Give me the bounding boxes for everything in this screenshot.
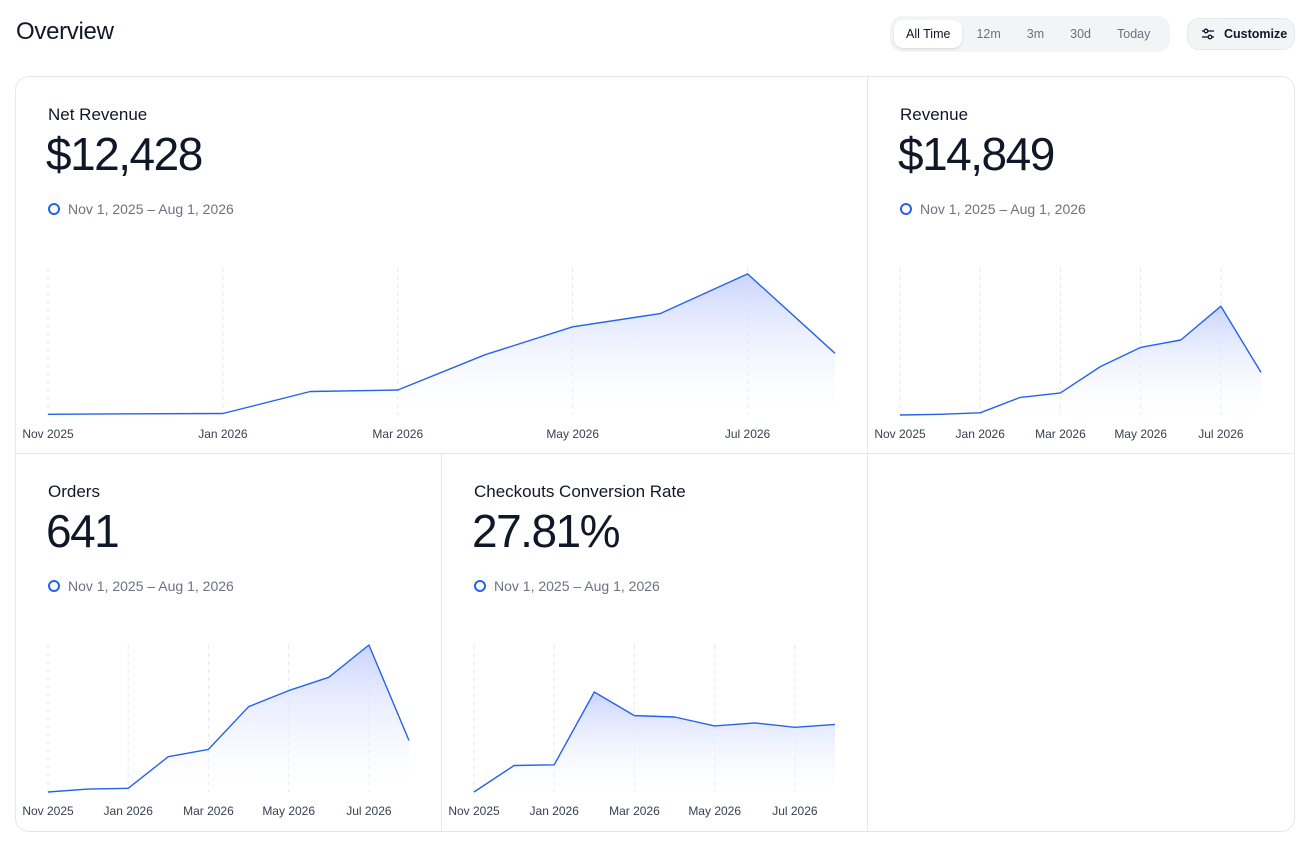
series-dot-icon [900,203,912,215]
tab-30d[interactable]: 30d [1070,27,1092,41]
divider [16,453,1294,454]
series-dot-icon [48,203,60,215]
widget-title: Checkouts Conversion Rate [474,482,686,501]
customize-label: Customize [1224,27,1288,41]
date-range: Nov 1, 2025 – Aug 1, 2026 [900,201,1086,217]
customize-button[interactable]: Customize [1187,18,1295,50]
tab-all-time[interactable]: All Time [894,20,963,48]
widget-value: $14,849 [898,128,1055,180]
divider [867,77,868,831]
date-range-label: Nov 1, 2025 – Aug 1, 2026 [68,201,234,217]
divider [441,454,442,831]
date-range: Nov 1, 2025 – Aug 1, 2026 [48,578,234,594]
date-range-label: Nov 1, 2025 – Aug 1, 2026 [494,578,660,594]
tab-12m[interactable]: 12m [976,27,1001,41]
series-dot-icon [474,580,486,592]
widget-value: 27.81% [472,505,621,557]
net-revenue-widget[interactable]: Net Revenue $12,428 Nov 1, 2025 – Aug 1,… [46,105,838,445]
orders-widget[interactable]: Orders 641 Nov 1, 2025 – Aug 1, 2026 [46,482,418,822]
widget-value: $12,428 [46,128,203,180]
date-range: Nov 1, 2025 – Aug 1, 2026 [474,578,660,594]
date-range-tabs: All Time 12m 3m 30d Today [890,16,1170,52]
date-range-label: Nov 1, 2025 – Aug 1, 2026 [68,578,234,594]
widget-title: Revenue [900,105,969,124]
sliders-icon [1202,28,1214,40]
revenue-widget[interactable]: Revenue $14,849 Nov 1, 2025 – Aug 1, 202… [898,105,1270,445]
tab-today[interactable]: Today [1117,27,1151,41]
metrics-grid [15,76,1295,832]
date-range-label: Nov 1, 2025 – Aug 1, 2026 [920,201,1086,217]
checkouts-conversion-widget[interactable]: Checkouts Conversion Rate 27.81% Nov 1, … [472,482,844,822]
tab-3m[interactable]: 3m [1026,27,1045,41]
widget-value: 641 [46,505,120,557]
widget-title: Orders [48,482,100,501]
widget-title: Net Revenue [48,105,148,124]
date-range: Nov 1, 2025 – Aug 1, 2026 [48,201,234,217]
page-title: Overview [16,18,114,45]
series-dot-icon [48,580,60,592]
